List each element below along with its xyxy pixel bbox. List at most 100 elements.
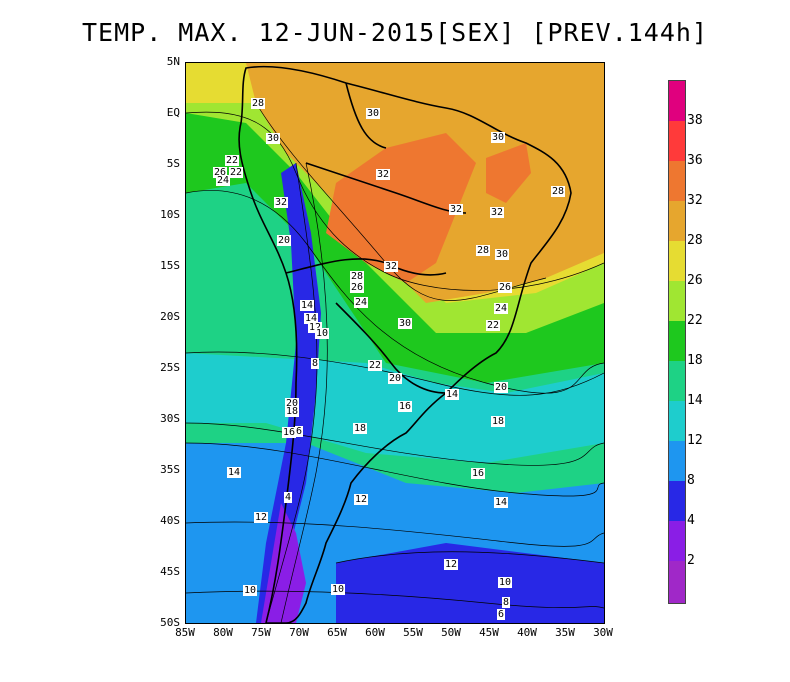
- color-bar-segment: [669, 161, 685, 201]
- contour-label: 12: [308, 322, 323, 333]
- contour-label: 10: [498, 577, 513, 588]
- band-32: [326, 133, 476, 283]
- color-bar-segment: [669, 121, 685, 161]
- lon-label: 50W: [441, 626, 461, 639]
- contour-label: 30: [366, 108, 381, 119]
- contour-label: 28: [350, 271, 365, 282]
- contour-label: 22: [368, 360, 383, 371]
- contour-label: 16: [471, 468, 486, 479]
- country-borders: [238, 65, 572, 623]
- lat-label: EQ: [166, 106, 180, 119]
- contour-label: 26: [350, 282, 365, 293]
- color-bar-segment: [669, 281, 685, 321]
- lat-label: 45S: [160, 565, 180, 578]
- contour-label: 10: [243, 585, 258, 596]
- contour-label: 14: [227, 467, 242, 478]
- contour-label: 32: [274, 197, 289, 208]
- band-12-14: [186, 353, 604, 463]
- color-bar-label: 38: [687, 113, 703, 128]
- contour-label: 12: [254, 512, 269, 523]
- lat-label: 50S: [160, 616, 180, 629]
- lat-label: 5S: [166, 157, 180, 170]
- contour-label: 24: [354, 297, 369, 308]
- contour-label: 30: [398, 318, 413, 329]
- contour-label: 20: [388, 373, 403, 384]
- color-bar-label: 18: [687, 353, 703, 368]
- lon-label: 60W: [365, 626, 385, 639]
- contour-label: 22: [225, 155, 240, 166]
- lon-label: 65W: [327, 626, 347, 639]
- contour-label: 10: [315, 328, 330, 339]
- contour-label: 32: [384, 261, 399, 272]
- contour-label: 28: [251, 98, 266, 109]
- color-bar-label: 28: [687, 233, 703, 248]
- contour-label: 14: [304, 313, 319, 324]
- contour-label: 8: [502, 597, 511, 608]
- color-bar-label: 2: [687, 553, 695, 568]
- contour-label: 22: [486, 320, 501, 331]
- contour-label: 32: [376, 169, 391, 180]
- color-bar-segment: [669, 241, 685, 281]
- contour-label: 28: [551, 186, 566, 197]
- color-bar-label: 12: [687, 433, 703, 448]
- contour-label: 30: [266, 133, 281, 144]
- contour-label: 16: [398, 401, 413, 412]
- map-title: TEMP. MAX. 12-JUN-2015[SEX] [PREV.144h]: [82, 18, 708, 47]
- lon-label: 35W: [555, 626, 575, 639]
- contour-label: 32: [490, 207, 505, 218]
- lon-label: 45W: [479, 626, 499, 639]
- lon-label: 40W: [517, 626, 537, 639]
- andes-cold-band: [256, 163, 321, 623]
- contour-label: 32: [449, 204, 464, 215]
- color-bar-label: 14: [687, 393, 703, 408]
- contour-label: 14: [300, 300, 315, 311]
- color-bar-label: 4: [687, 513, 695, 528]
- color-bar-label: 26: [687, 273, 703, 288]
- color-bar-segment: [669, 361, 685, 401]
- contour-label: 18: [491, 416, 506, 427]
- contour-label: 16: [282, 427, 297, 438]
- contour-label: 26: [498, 282, 513, 293]
- lon-label: 30W: [593, 626, 613, 639]
- color-bar-label: 22: [687, 313, 703, 328]
- contour-label: 6: [295, 426, 304, 437]
- lat-label: 15S: [160, 259, 180, 272]
- contour-label: 26: [213, 167, 228, 178]
- contour-label: 18: [353, 423, 368, 434]
- contour-label: 4: [284, 492, 293, 503]
- lon-label: 85W: [175, 626, 195, 639]
- map-canvas: [186, 63, 604, 623]
- contour-label: 10: [331, 584, 346, 595]
- contour-label: 20: [494, 382, 509, 393]
- color-bar-segment: [669, 561, 685, 603]
- color-bar-segment: [669, 401, 685, 441]
- lat-label: 5N: [166, 55, 180, 68]
- contour-label: 14: [494, 497, 509, 508]
- lat-label: 35S: [160, 463, 180, 476]
- contour-label: 6: [497, 609, 506, 620]
- color-bar-label: 32: [687, 193, 703, 208]
- contour-label: 24: [494, 303, 509, 314]
- band-4-8: [336, 543, 604, 623]
- lat-label: 40S: [160, 514, 180, 527]
- contour-label: 30: [491, 132, 506, 143]
- color-bar-label: 36: [687, 153, 703, 168]
- contour-label: 18: [285, 406, 300, 417]
- contour-label: 8: [311, 358, 320, 369]
- lon-label: 75W: [251, 626, 271, 639]
- temperature-map: [185, 62, 605, 624]
- contour-label: 20: [277, 235, 292, 246]
- lat-label: 10S: [160, 208, 180, 221]
- band-32-east: [486, 143, 531, 203]
- lat-label: 30S: [160, 412, 180, 425]
- color-bar-segment: [669, 441, 685, 481]
- lat-label: 20S: [160, 310, 180, 323]
- contour-label: 28: [476, 245, 491, 256]
- color-bar-label: 8: [687, 473, 695, 488]
- color-bar-segment: [669, 481, 685, 521]
- contour-label: 20: [285, 398, 300, 409]
- contour-lines: [186, 102, 604, 623]
- lat-label: 25S: [160, 361, 180, 374]
- contour-label: 12: [444, 559, 459, 570]
- color-bar-segment: [669, 201, 685, 241]
